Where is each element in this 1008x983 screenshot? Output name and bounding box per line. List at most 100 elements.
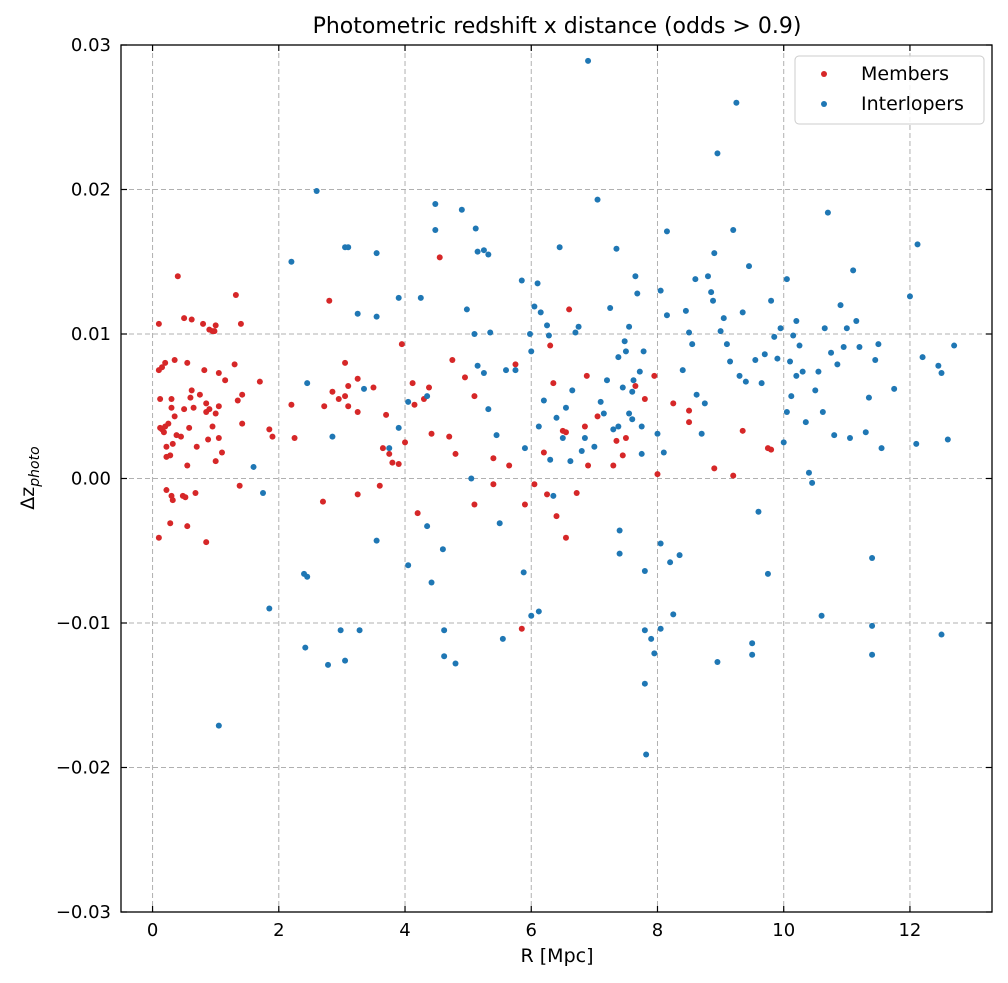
data-point-interlopers [636, 368, 643, 375]
data-point-interlopers [603, 377, 610, 384]
data-point-interlopers [559, 435, 566, 442]
data-point-interlopers [518, 277, 525, 284]
data-point-members [231, 361, 238, 368]
data-point-members [562, 534, 569, 541]
x-axis-label: R [Mpc] [521, 945, 594, 967]
legend-marker-members [821, 71, 827, 77]
data-point-interlopers [643, 751, 650, 758]
data-point-interlopers [610, 426, 617, 433]
data-point-interlopers [545, 332, 552, 339]
data-point-members [239, 420, 246, 427]
data-point-interlopers [474, 248, 481, 255]
data-point-interlopers [787, 358, 794, 365]
data-point-members [155, 320, 162, 327]
data-point-members [222, 377, 229, 384]
data-point-interlopers [528, 612, 535, 619]
data-point-members [540, 449, 547, 456]
data-point-members [167, 452, 174, 459]
data-point-interlopers [774, 355, 781, 362]
data-point-members [436, 254, 443, 261]
data-point-interlopers [468, 475, 475, 482]
data-point-interlopers [796, 342, 803, 349]
data-point-interlopers [938, 631, 945, 638]
data-point-interlopers [302, 644, 309, 651]
data-point-interlopers [710, 297, 717, 304]
data-point-members [414, 510, 421, 517]
data-point-interlopers [657, 287, 664, 294]
data-point-interlopers [512, 367, 519, 374]
legend-box [794, 55, 985, 125]
data-point-interlopers [891, 385, 898, 392]
data-point-interlopers [354, 310, 361, 317]
data-point-members [452, 450, 459, 457]
data-point-members [518, 625, 525, 632]
data-point-interlopers [733, 99, 740, 106]
data-point-interlopers [711, 250, 718, 257]
data-point-interlopers [578, 448, 585, 455]
data-point-interlopers [553, 414, 560, 421]
chart-title: Photometric redshift x distance (odds > … [313, 14, 802, 39]
data-point-interlopers [698, 430, 705, 437]
data-point-interlopers [657, 625, 664, 632]
data-point-interlopers [742, 378, 749, 385]
data-point-interlopers [771, 333, 778, 340]
data-point-interlopers [906, 293, 913, 300]
data-point-members [186, 424, 193, 431]
data-point-interlopers [761, 351, 768, 358]
data-point-interlopers [764, 570, 771, 577]
data-point-members [354, 375, 361, 382]
data-point-members [426, 384, 433, 391]
data-point-interlopers [758, 380, 765, 387]
data-point-members [446, 433, 453, 440]
data-point-interlopers [780, 439, 787, 446]
data-point-interlopers [919, 354, 926, 361]
data-point-interlopers [591, 443, 598, 450]
data-point-interlopers [641, 680, 648, 687]
legend-label-members: Members [861, 63, 949, 85]
data-point-interlopers [600, 410, 607, 417]
data-point-interlopers [914, 241, 921, 248]
data-point-interlopers [768, 297, 775, 304]
data-point-interlopers [544, 322, 551, 329]
data-point-interlopers [480, 247, 487, 254]
data-point-interlopers [405, 398, 412, 405]
data-point-members [506, 462, 513, 469]
data-point-interlopers [783, 409, 790, 416]
x-tick-label: 4 [399, 920, 410, 941]
y-tick-label: 0.03 [71, 35, 111, 56]
data-point-members [163, 443, 170, 450]
data-point-interlopers [935, 362, 942, 369]
data-point-members [449, 357, 456, 364]
data-point-interlopers [777, 325, 784, 332]
data-point-interlopers [360, 385, 367, 392]
data-point-interlopers [452, 660, 459, 667]
data-point-members [187, 394, 194, 401]
data-point-interlopers [441, 627, 448, 634]
data-point-interlopers [329, 433, 336, 440]
data-point-interlopers [689, 341, 696, 348]
data-point-interlopers [534, 280, 541, 287]
data-point-members [203, 400, 210, 407]
data-point-interlopers [432, 200, 439, 207]
data-point-members [181, 406, 188, 413]
data-point-interlopers [651, 650, 658, 657]
data-point-interlopers [613, 245, 620, 252]
data-point-members [354, 409, 361, 416]
legend[interactable]: Members Interlopers [794, 55, 985, 125]
data-point-interlopers [869, 554, 876, 561]
data-point-members [383, 411, 390, 418]
data-point-members [686, 419, 693, 426]
data-point-members [169, 497, 176, 504]
data-point-interlopers [663, 228, 670, 235]
data-point-interlopers [373, 250, 380, 257]
data-point-interlopers [337, 627, 344, 634]
data-point-interlopers [869, 622, 876, 629]
data-point-interlopers [540, 397, 547, 404]
data-point-interlopers [395, 424, 402, 431]
data-point-interlopers [521, 445, 528, 452]
data-point-members [573, 489, 580, 496]
data-point-interlopers [622, 348, 629, 355]
data-point-members [632, 383, 639, 390]
data-point-interlopers [562, 404, 569, 411]
data-point-members [585, 462, 592, 469]
